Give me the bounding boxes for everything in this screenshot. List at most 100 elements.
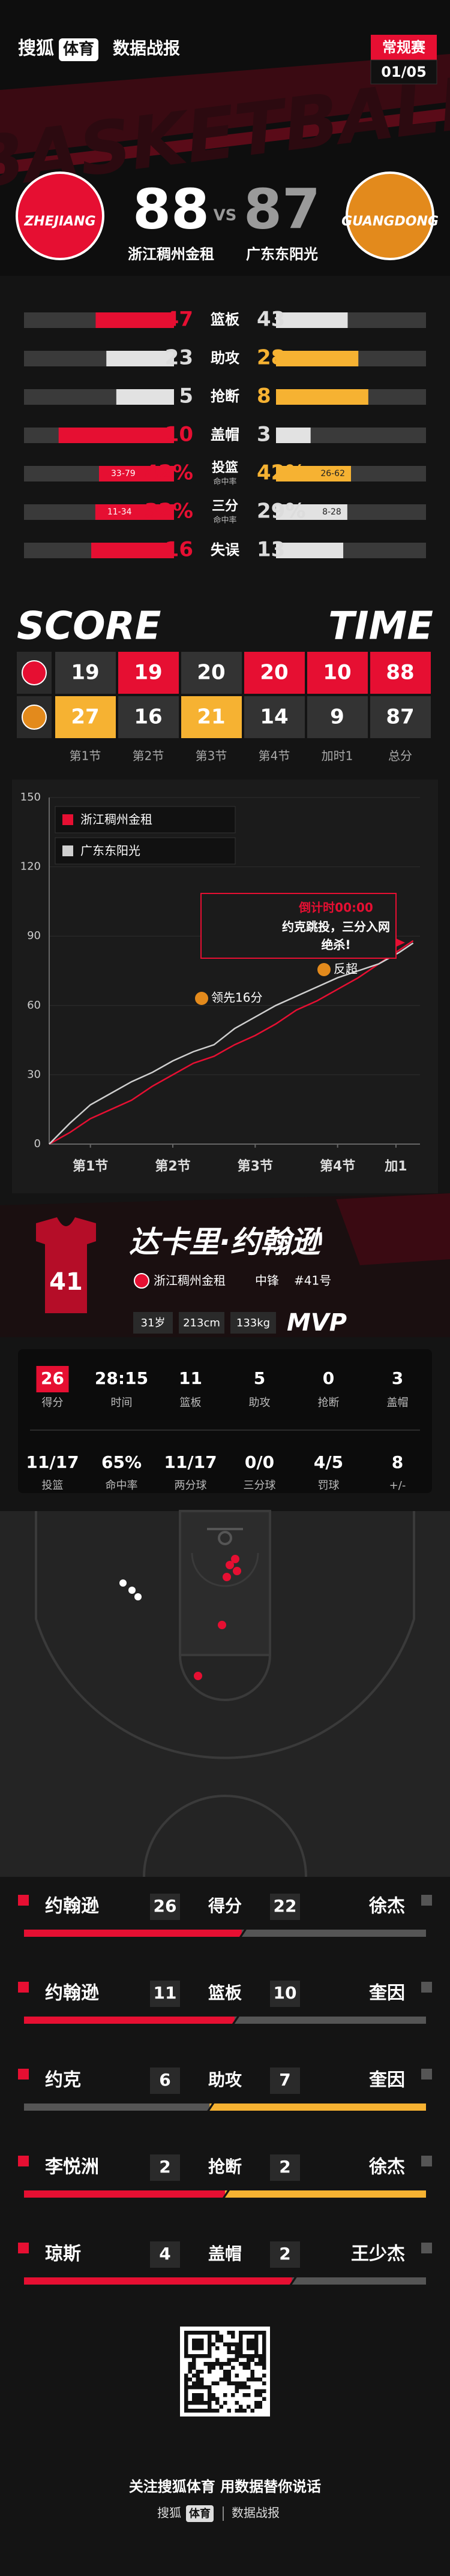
player-stat-value: 8: [392, 1452, 403, 1472]
qr-module: [203, 2409, 208, 2413]
qr-module: [196, 2373, 200, 2378]
qr-module: [258, 2378, 262, 2382]
qr-module: [262, 2334, 266, 2339]
qr-module: [203, 2385, 208, 2390]
qr-module: [239, 2362, 243, 2366]
qr-module: [223, 2373, 227, 2378]
free-throw-circle: [179, 1654, 271, 1701]
qr-module: [215, 2381, 220, 2385]
away-marker: [421, 2243, 432, 2253]
x-tick-label: 加1: [384, 1159, 407, 1174]
qr-module: [247, 2354, 251, 2358]
away-stat-value: 28: [257, 346, 285, 370]
qr-module: [184, 2342, 188, 2346]
value-box: [150, 2154, 180, 2181]
stat-label: 助攻: [211, 350, 240, 366]
team-logo: [346, 171, 434, 260]
footer-logo-box: [186, 2505, 214, 2522]
qr-module: [262, 2354, 266, 2358]
qr-module: [227, 2350, 231, 2354]
home-score-cell: [118, 652, 179, 694]
shot-make: [218, 1621, 226, 1629]
qr-module: [188, 2362, 192, 2366]
qr-module: [231, 2393, 235, 2397]
qr-module: [208, 2389, 212, 2393]
shot-make: [226, 1561, 234, 1569]
player-stat-label: 时间: [111, 1397, 133, 1409]
qr-module: [196, 2354, 200, 2358]
qr-module: [258, 2354, 262, 2358]
qr-module: [188, 2401, 192, 2405]
qr-module: [215, 2401, 220, 2405]
qr-module: [242, 2354, 247, 2358]
qr-module: [196, 2381, 200, 2385]
qr-module: [196, 2393, 200, 2397]
qr-module: [192, 2366, 196, 2370]
matchup-label: 抢断: [208, 2157, 242, 2177]
qr-module: [250, 2346, 254, 2351]
qr-module: [235, 2346, 239, 2351]
home-marker: [18, 1895, 29, 1906]
qr-module: [239, 2331, 243, 2335]
qr-module: [227, 2362, 231, 2366]
bar-divider: [289, 2277, 297, 2285]
home-score-cell: [244, 652, 305, 694]
qr-module: [200, 2378, 204, 2382]
player-band-accent: [336, 1193, 450, 1265]
qr-module: [196, 2378, 200, 2382]
away-stat-bar: [276, 312, 348, 328]
qr-module: [242, 2362, 247, 2366]
qr-module: [200, 2393, 204, 2397]
header-stripe: [0, 108, 450, 174]
legend-swatch: [62, 814, 73, 825]
qr-module: [239, 2381, 243, 2385]
header-stripe: [0, 54, 450, 156]
qr-module: [262, 2339, 266, 2343]
away-marker: [421, 2069, 432, 2080]
home-matchup-bar: [24, 1930, 242, 1937]
qr-module: [258, 2405, 262, 2409]
value-box: [150, 1894, 180, 1920]
qr-module: [262, 2350, 266, 2354]
stat-label: 失误: [211, 541, 240, 558]
away-score-cell: [370, 696, 431, 738]
qr-module: [227, 2342, 231, 2346]
qr-module: [203, 2331, 208, 2335]
team-logo: [16, 171, 104, 260]
qr-module: [184, 2385, 188, 2390]
stat-label: 篮板: [210, 311, 240, 328]
qr-module: [250, 2339, 254, 2343]
qr-module: [227, 2370, 231, 2374]
qr-module: [235, 2350, 239, 2354]
qr-module: [196, 2346, 200, 2351]
qr-module: [219, 2362, 223, 2366]
qr-module: [192, 2331, 196, 2335]
player-stat-value: 26: [41, 1368, 64, 1388]
qr-module: [258, 2389, 262, 2393]
bar-divider: [232, 2017, 239, 2024]
qr-module: [196, 2397, 200, 2401]
away-score-cell: [181, 696, 242, 738]
qr-module: [208, 2334, 212, 2339]
qr-module: [235, 2381, 239, 2385]
value-box: [270, 1981, 300, 2007]
qr-module: [254, 2389, 259, 2393]
qr-module: [192, 2397, 196, 2401]
qr-module: [247, 2385, 251, 2390]
player-stat-label: +/-: [389, 1479, 406, 1492]
qr-module: [208, 2397, 212, 2401]
qr-module: [184, 2389, 188, 2393]
annotation-countdown: 倒计时00:00: [298, 901, 373, 915]
qr-module: [200, 2342, 204, 2346]
qr-module: [250, 2409, 254, 2413]
qr-module: [262, 2342, 266, 2346]
qr-module: [242, 2385, 247, 2390]
home-score-cell: [370, 652, 431, 694]
home-period-score: 19: [71, 661, 99, 685]
qr-module: [208, 2331, 212, 2335]
away-period-score: 87: [386, 705, 414, 729]
qr-module: [239, 2350, 243, 2354]
qr-module: [227, 2346, 231, 2351]
qr-module: [235, 2373, 239, 2378]
qr-module: [200, 2354, 204, 2358]
